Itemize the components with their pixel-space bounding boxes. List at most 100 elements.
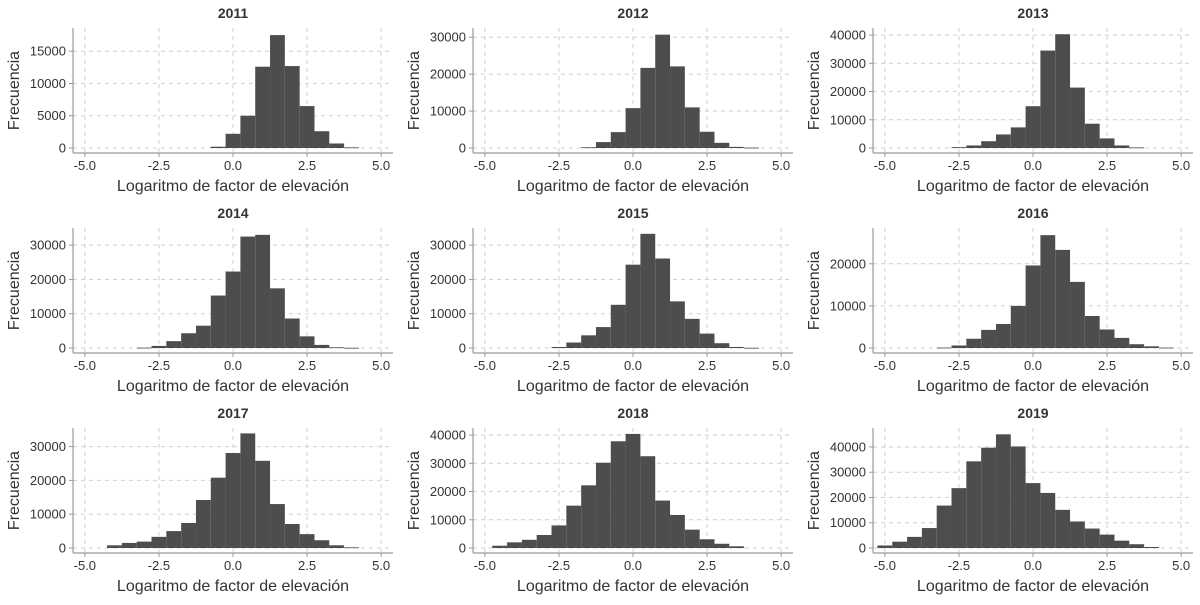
histogram-bar [151,345,167,348]
x-tick-label: 5.0 [1172,158,1190,173]
histogram-bar [907,536,922,548]
histogram-bar [625,433,641,548]
x-tick-label: 5.0 [372,158,390,173]
histogram-bar [492,545,508,548]
histogram-bar [166,531,182,548]
y-tick-label: 10000 [30,306,66,321]
histogram-bar [995,134,1011,148]
x-tick-label: -2.5 [148,158,170,173]
histogram-bar [181,333,196,348]
histogram-bar [210,477,226,548]
x-tick-label: 0.0 [624,358,642,373]
histogram-bar [210,295,226,348]
x-tick-label: -2.5 [948,158,970,173]
histogram-bar [255,460,271,548]
histogram-bar [951,345,967,348]
histogram-bar [655,34,671,149]
histogram-bar [1084,528,1100,548]
y-tick-label: 10000 [430,306,466,321]
histogram-bar [136,541,152,548]
histogram-bar [1055,249,1071,348]
histogram-bar [670,301,685,348]
x-tick-label: -2.5 [548,158,570,173]
y-tick-label: 0 [459,541,466,556]
histogram-bar [121,542,137,548]
histogram-bar [136,347,152,349]
histogram-bar [536,535,552,548]
panel-2015: -5.0 -2.5 0.0 2.5 5.0 0 10000 20000 30000 2015 Log… [406,205,793,395]
histogram-bar [1070,281,1085,348]
y-tick-label: 10000 [830,515,866,530]
y-tick-label: 10000 [30,507,66,522]
histogram-bar [936,347,952,349]
histogram-bar [1129,544,1145,548]
histogram-bar [1055,34,1071,149]
histogram-bar [699,333,715,348]
histogram-bar [714,142,730,148]
histogram-bar [714,543,730,548]
panel-2013: -5.0 -2.5 0.0 2.5 5.0 0 10000 20000 30000 40000 20… [806,5,1193,195]
x-axis-label: Logaritmo de factor de elevación [117,378,349,395]
histogram-bar [670,514,685,548]
histogram-bar [329,347,345,349]
histogram-bar [225,453,241,548]
y-axis-label: Frecuencia [806,251,823,330]
histogram-bar [1025,483,1041,548]
histogram-bar [507,542,522,548]
histogram-bar [610,441,626,548]
y-tick-label: 10000 [830,112,866,127]
histogram-bar [1070,87,1085,148]
histogram-bar [699,131,715,148]
histogram-bar [684,107,700,148]
y-axis-label: Frecuencia [406,251,423,330]
y-tick-label: 20000 [830,84,866,99]
panel-2011: -5.0 -2.5 0.0 2.5 5.0 0 5000 10000 15000 2011 Loga… [6,5,393,195]
x-tick-label: 5.0 [1172,358,1190,373]
histogram-bar [921,528,937,548]
histogram-bar [744,147,759,149]
histogram-bar [1114,540,1130,548]
histogram-bar [1114,145,1130,148]
y-tick-label: 30000 [430,456,466,471]
histogram-bar [284,66,300,148]
y-tick-label: 40000 [430,428,466,443]
x-tick-label: -5.0 [474,558,496,573]
histogram-bar [566,342,582,348]
y-tick-label: 40000 [830,439,866,454]
histogram-bar [210,146,226,148]
x-tick-label: -2.5 [548,558,570,573]
histogram-bar [892,541,908,548]
histogram-bar [284,524,300,548]
histogram-bar [744,347,759,349]
histogram-bar [729,346,745,348]
y-tick-label: 0 [59,141,66,156]
x-axis-label: Logaritmo de factor de elevación [917,378,1149,395]
histogram-bar [1025,106,1041,148]
x-tick-label: -5.0 [874,558,896,573]
histogram-bar [225,271,241,348]
x-tick-label: -5.0 [474,358,496,373]
y-tick-label: 20000 [430,272,466,287]
y-tick-label: 20000 [830,256,866,271]
panel-title: 2014 [217,205,248,221]
x-tick-label: 0.0 [624,158,642,173]
x-tick-label: -5.0 [874,158,896,173]
histogram-bar [951,488,967,548]
x-tick-label: 2.5 [298,558,316,573]
histogram-bar [966,145,982,148]
y-tick-label: 15000 [30,44,66,59]
histogram-bar [581,485,596,548]
y-tick-label: 20000 [430,67,466,82]
x-tick-label: 2.5 [698,158,716,173]
x-tick-label: 2.5 [298,358,316,373]
histogram-bar [625,264,641,348]
x-tick-label: 2.5 [1098,358,1116,373]
histogram-bar [595,327,611,348]
y-tick-label: 0 [459,341,466,356]
x-tick-label: -5.0 [74,358,96,373]
histogram-bar [699,539,715,548]
histogram-bar [270,35,285,149]
histogram-bar [581,335,596,348]
histogram-bar [240,115,256,148]
